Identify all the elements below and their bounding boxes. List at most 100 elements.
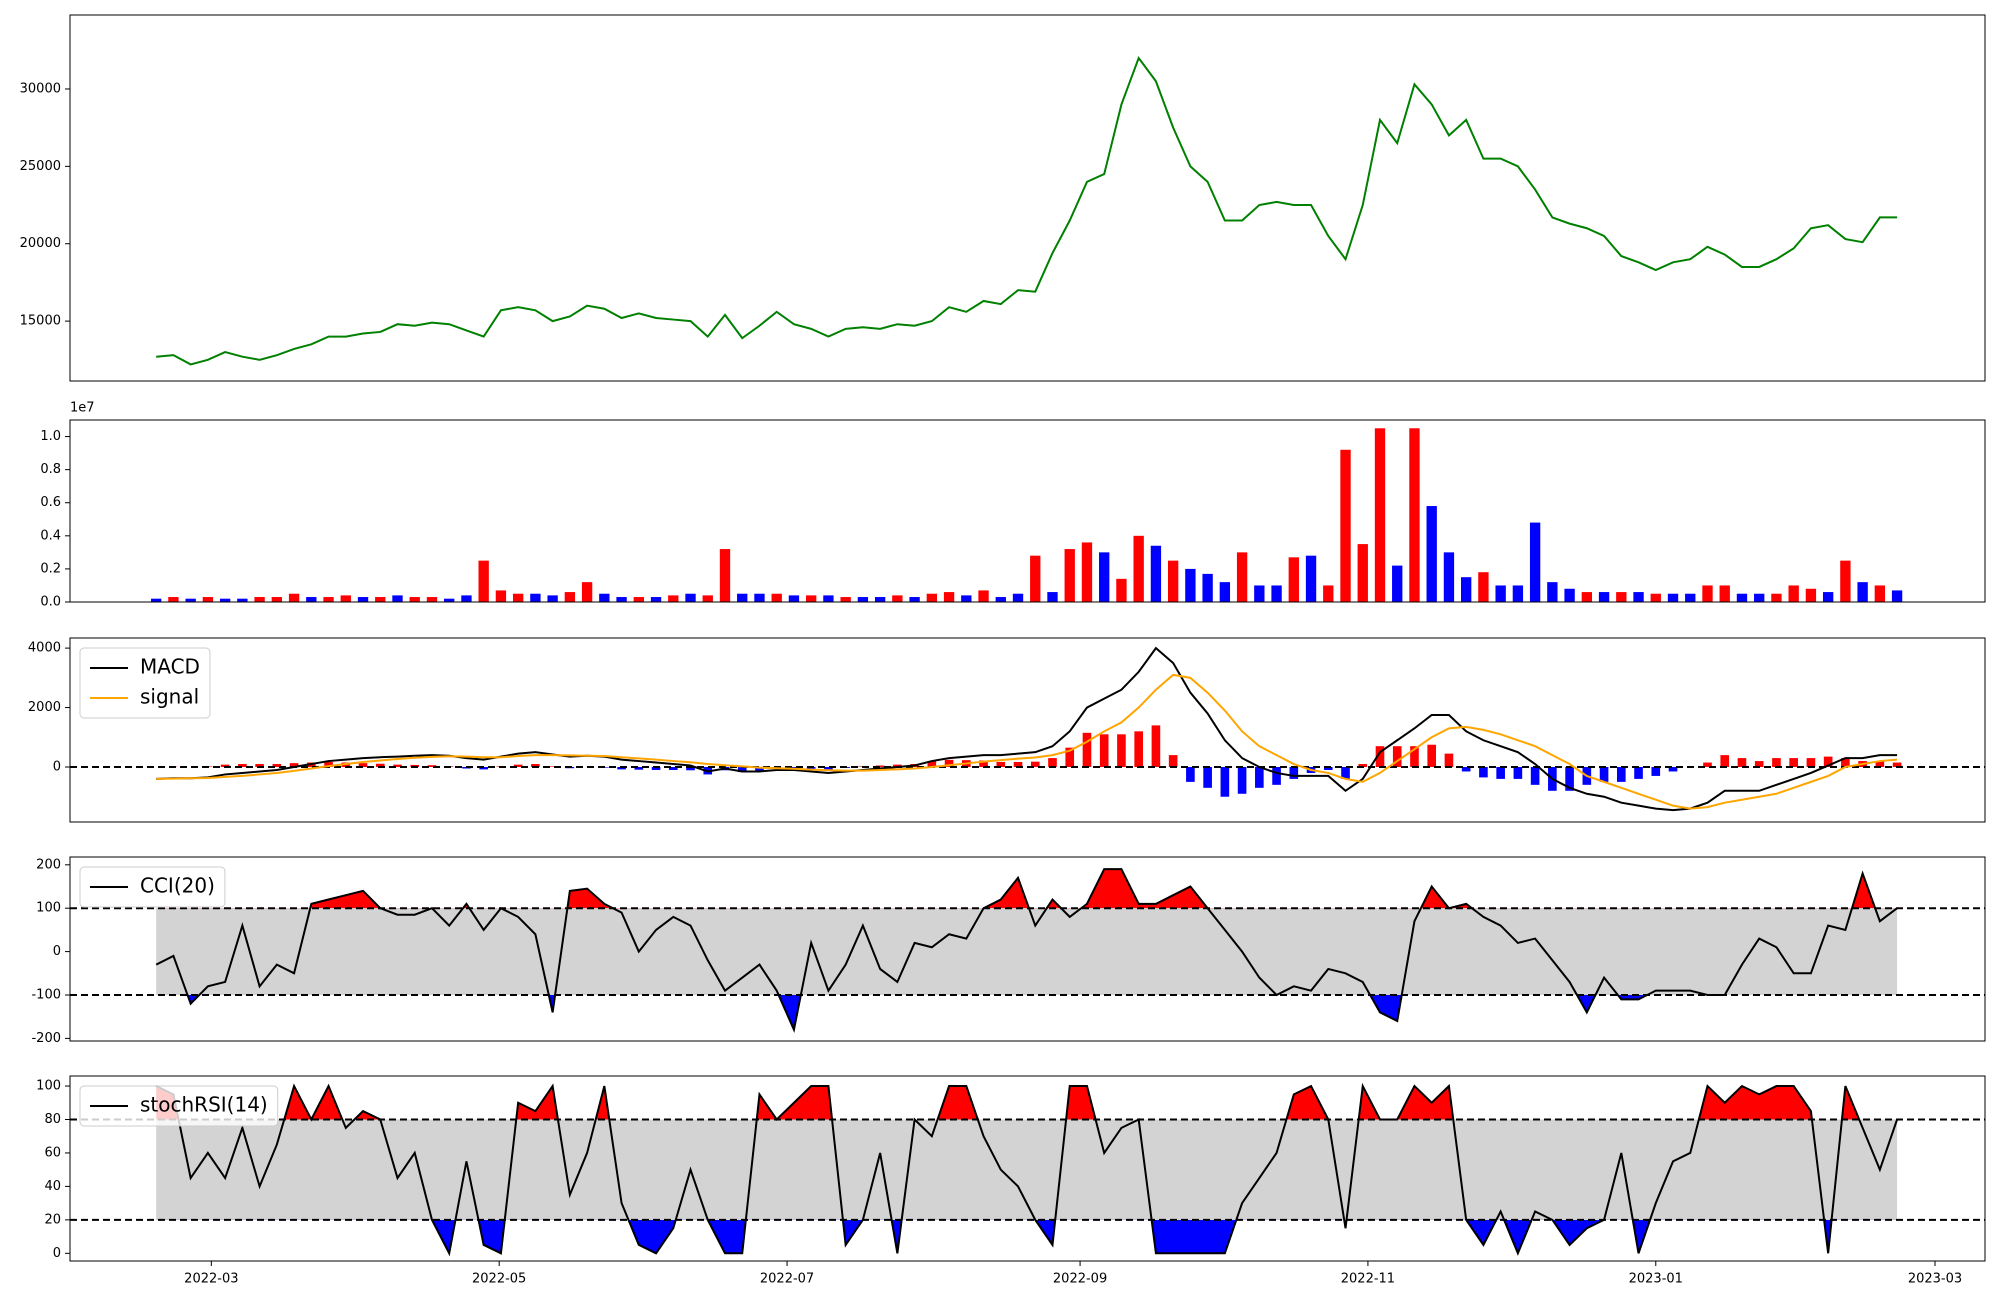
panel [70, 1082, 1985, 1257]
volume-bar [1754, 593, 1765, 602]
y-tick-label: 15000 [20, 314, 61, 329]
y-tick-label: 60 [44, 1145, 61, 1160]
y-tick-label: 20000 [20, 236, 61, 251]
y-tick-label: 0.0 [40, 595, 61, 610]
y-tick-label: 80 [44, 1112, 61, 1127]
histogram-bar [393, 764, 402, 768]
legend-box [79, 1085, 279, 1127]
volume-bar [495, 590, 507, 602]
histogram-bar [1030, 761, 1040, 768]
volume-bar [530, 593, 541, 602]
histogram-bar [1410, 746, 1419, 768]
y-tick-label: 0.8 [40, 462, 61, 477]
y-tick-label: 20 [44, 1212, 61, 1227]
histogram-bar [1203, 767, 1212, 788]
y-tick-label: 0.2 [40, 561, 61, 576]
histogram-bar [996, 761, 1006, 768]
series-line [156, 673, 1898, 810]
volume-bar [1788, 585, 1799, 602]
volume-bar [1150, 545, 1162, 602]
histogram-bar [1099, 734, 1109, 768]
panel-frame [69, 1075, 1986, 1262]
volume-bar [1012, 593, 1024, 602]
y-tick-label: 2000 [28, 700, 61, 715]
volume-bar [926, 593, 938, 602]
extreme-fill [310, 869, 1876, 909]
histogram-bar [479, 767, 488, 770]
panel-frame [69, 856, 1986, 1042]
histogram-bar [548, 766, 557, 768]
y-tick-label: 0 [53, 1246, 61, 1261]
volume-bar [1685, 593, 1696, 602]
volume-bar [1650, 593, 1661, 602]
histogram-bar [1289, 767, 1299, 779]
volume-bar [1219, 582, 1231, 602]
volume-bar [719, 549, 731, 602]
volume-bar [357, 597, 369, 602]
series-line [155, 868, 1898, 1034]
histogram-bar [1892, 762, 1902, 768]
volume-bar [788, 595, 800, 602]
volume-bar [1099, 552, 1110, 602]
volume-bar [1409, 428, 1420, 602]
volume-bar [306, 597, 317, 602]
y-tick-label: -100 [31, 988, 61, 1003]
volume-bar [1116, 578, 1127, 602]
histogram-bar [1186, 767, 1195, 782]
histogram-bar [944, 759, 954, 768]
histogram-bar [1392, 746, 1402, 768]
legend-label: stochRSI(14) [140, 1093, 268, 1117]
legend-label: MACD [140, 655, 200, 679]
histogram-bar [410, 764, 420, 768]
volume-bar [375, 597, 386, 602]
volume-bar [702, 595, 713, 602]
y-tick-label: 25000 [20, 159, 61, 174]
histogram-bar [979, 760, 988, 768]
histogram-bar [755, 767, 764, 771]
volume-bar [1736, 593, 1748, 602]
volume-bar [1254, 585, 1265, 602]
volume-bar [1529, 522, 1541, 602]
volume-bar [754, 593, 765, 602]
histogram-bar [824, 767, 833, 770]
volume-bar [1271, 585, 1282, 602]
histogram-bar [1634, 767, 1643, 779]
histogram-bar [893, 764, 902, 768]
histogram-bar [634, 767, 644, 770]
volume-bar [444, 598, 455, 602]
histogram-bar [668, 767, 678, 770]
y-tick-label: 0.4 [40, 528, 61, 543]
extreme-fill [156, 1086, 1898, 1120]
volume-bar [1030, 555, 1041, 602]
y-tick-label: 0 [53, 760, 61, 775]
histogram-bar [1358, 764, 1368, 768]
panel-frame [69, 14, 1986, 382]
volume-bar [340, 595, 351, 602]
histogram-bar [1323, 767, 1333, 770]
volume-bar [168, 597, 179, 602]
volume-bar [1891, 590, 1903, 602]
volume-bar [1236, 552, 1248, 602]
volume-bar [823, 595, 834, 602]
x-tick-label: 2022-05 [472, 1272, 526, 1287]
x-tick-label: 2022-11 [1341, 1272, 1395, 1287]
volume-bar [323, 597, 334, 602]
volume-bar [1081, 542, 1093, 602]
panel [70, 868, 1985, 1034]
panel-frame [69, 637, 1986, 823]
histogram-bar [1427, 744, 1437, 768]
legend-box [79, 866, 226, 908]
volume-bar [512, 593, 524, 602]
histogram-bar [789, 767, 799, 769]
volume-bar [1064, 549, 1075, 602]
histogram-bar [1220, 767, 1230, 797]
histogram-bar [513, 764, 523, 768]
histogram-bar [737, 767, 747, 773]
volume-bar [840, 597, 851, 602]
volume-bar [978, 590, 989, 602]
histogram-bar [1048, 758, 1057, 768]
histogram-bar [1082, 732, 1092, 768]
y-tick-label: 40 [44, 1179, 61, 1194]
volume-bar [1719, 585, 1730, 602]
